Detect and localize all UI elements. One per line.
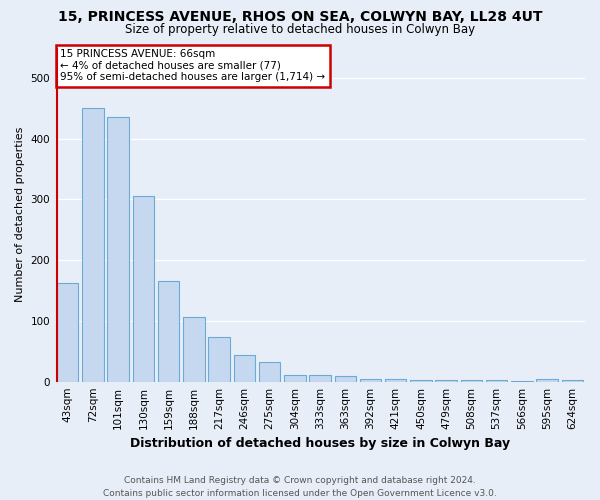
Bar (385, 380, 406, 382)
Bar (233, 355, 255, 382)
Bar (436, 380, 457, 382)
Bar (82, 108, 104, 382)
Text: Size of property relative to detached houses in Colwyn Bay: Size of property relative to detached ho… (125, 22, 475, 36)
Y-axis label: Number of detached properties: Number of detached properties (15, 127, 25, 302)
Bar (208, 338, 230, 382)
X-axis label: Distribution of detached houses by size in Colwyn Bay: Distribution of detached houses by size … (130, 437, 510, 450)
Bar (309, 375, 331, 382)
Bar (259, 362, 280, 382)
Bar (284, 375, 305, 382)
Bar (107, 118, 129, 382)
Text: 15, PRINCESS AVENUE, RHOS ON SEA, COLWYN BAY, LL28 4UT: 15, PRINCESS AVENUE, RHOS ON SEA, COLWYN… (58, 10, 542, 24)
Bar (335, 376, 356, 382)
Bar (536, 378, 558, 382)
Bar (486, 380, 508, 382)
Bar (511, 381, 533, 382)
Bar (562, 380, 583, 382)
Text: Contains HM Land Registry data © Crown copyright and database right 2024.
Contai: Contains HM Land Registry data © Crown c… (103, 476, 497, 498)
Bar (133, 196, 154, 382)
Bar (57, 282, 79, 382)
Bar (183, 316, 205, 382)
Bar (360, 378, 381, 382)
Text: 15 PRINCESS AVENUE: 66sqm
← 4% of detached houses are smaller (77)
95% of semi-d: 15 PRINCESS AVENUE: 66sqm ← 4% of detach… (61, 49, 325, 82)
Bar (461, 380, 482, 382)
Bar (410, 380, 431, 382)
Bar (158, 282, 179, 382)
